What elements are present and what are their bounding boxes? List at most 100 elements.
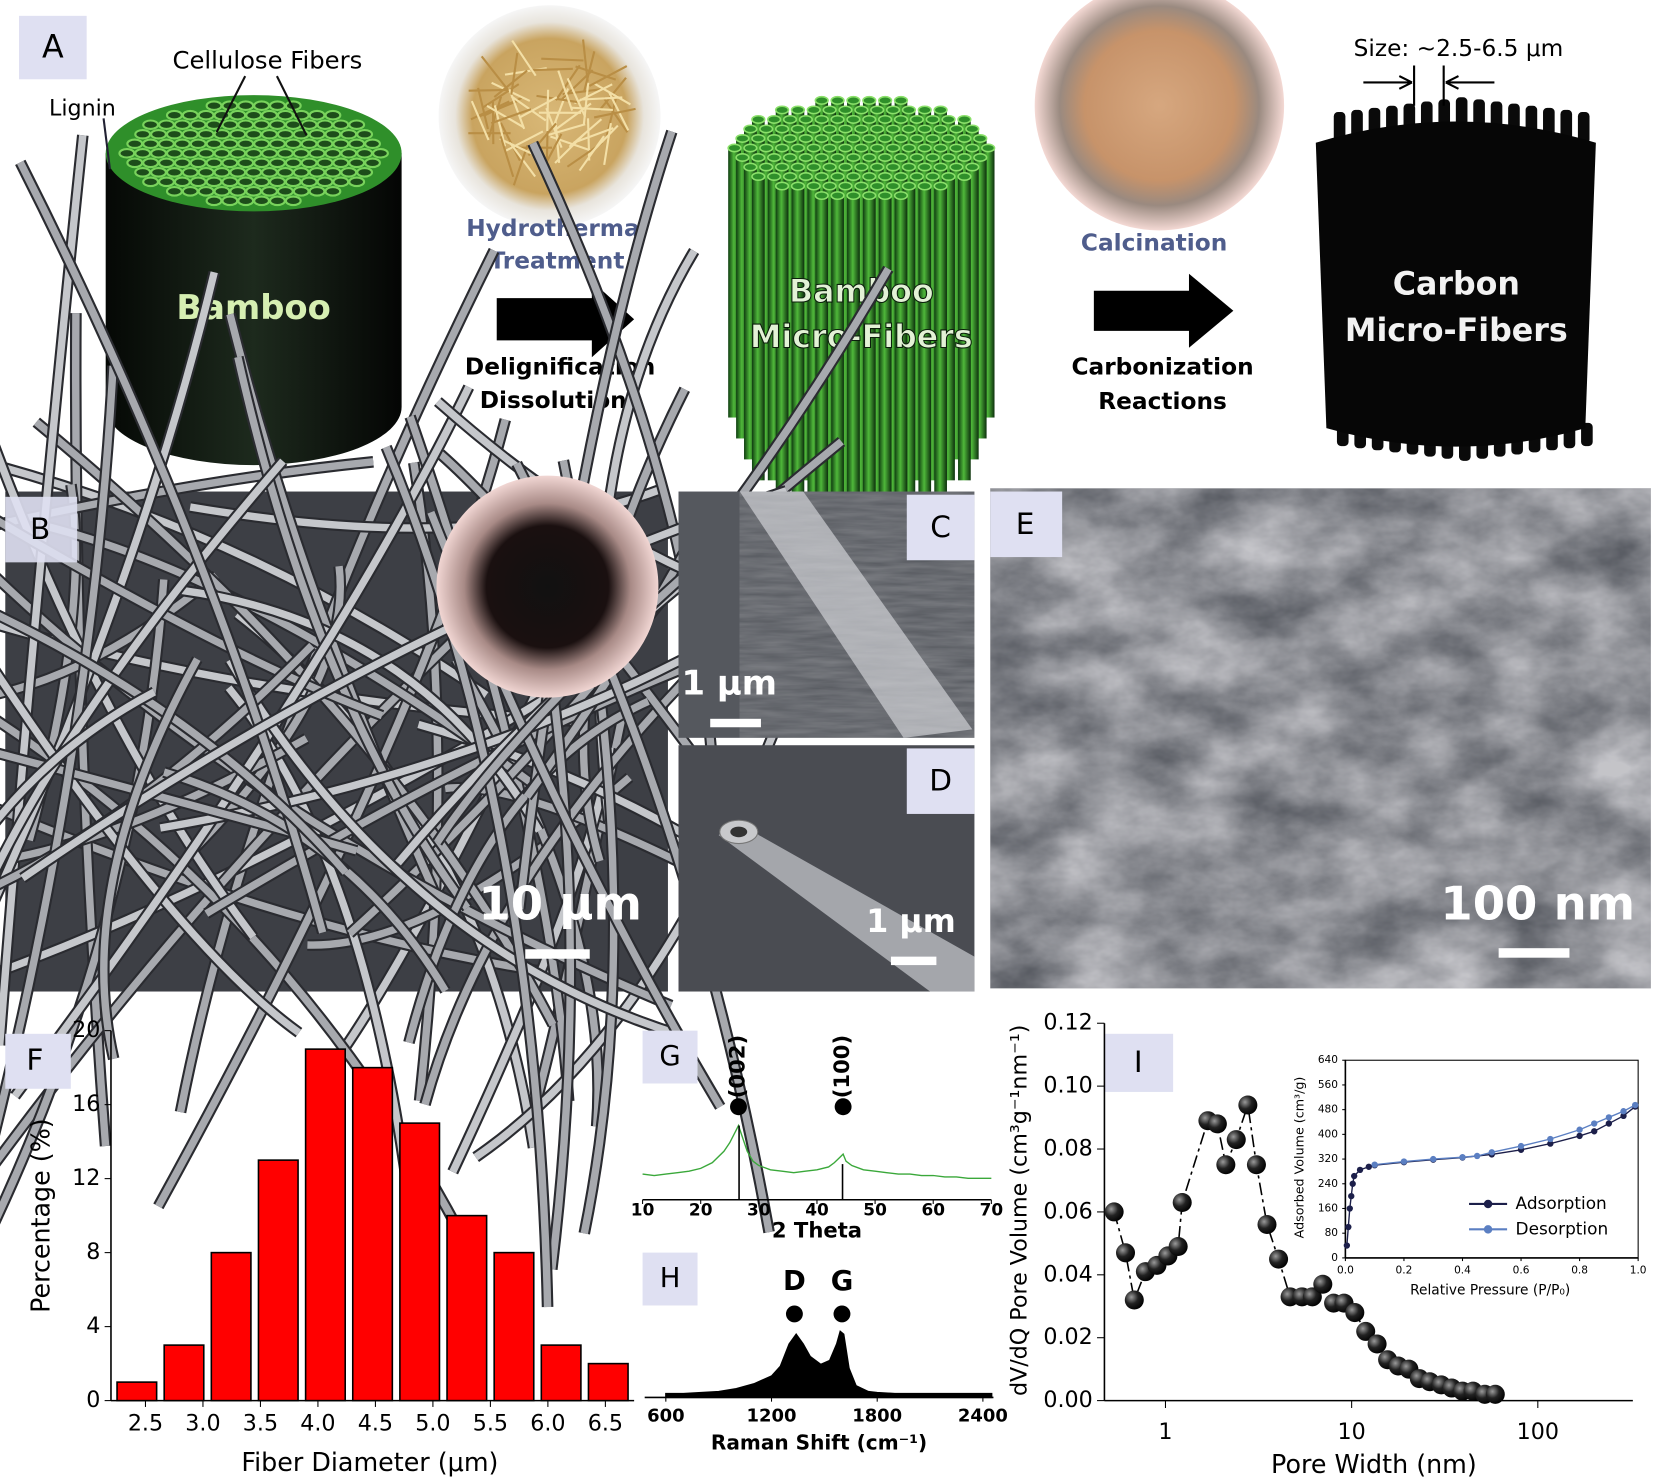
- fiber: [0, 271, 218, 897]
- fiber-ring: [181, 167, 199, 178]
- fiber-ring: [253, 119, 271, 131]
- rod-cap: [838, 124, 853, 134]
- fiber-ring: [142, 176, 160, 188]
- label: Dissolutions: [480, 387, 641, 414]
- marker: [1269, 1249, 1289, 1269]
- fiber-ring: [348, 176, 366, 188]
- y-tick-label: 16: [72, 1091, 100, 1117]
- bar: [493, 1251, 535, 1402]
- peak-dot: [785, 1305, 803, 1323]
- panel-label: A: [42, 30, 64, 66]
- fiber-ring: [292, 167, 310, 178]
- y-tick-label: 0.06: [1043, 1198, 1092, 1224]
- rod-cap: [798, 153, 813, 162]
- fiber-ring: [348, 119, 366, 131]
- fiber-ring: [165, 167, 183, 178]
- rod-cap: [941, 133, 956, 143]
- straw: [511, 39, 537, 77]
- y-tick-label: 0.04: [1043, 1261, 1092, 1287]
- rod-cap: [782, 172, 798, 182]
- marker: [1367, 1334, 1387, 1354]
- marker: [1207, 1114, 1227, 1134]
- marker: [1226, 1130, 1246, 1150]
- legend-marker: [1483, 1225, 1493, 1234]
- fiber-ring: [134, 147, 152, 159]
- rod-cap: [838, 181, 853, 191]
- x-tick-label: 4.5: [358, 1410, 393, 1436]
- fiber-ring: [173, 157, 191, 169]
- marker: [1605, 1120, 1613, 1127]
- straw: [557, 70, 574, 111]
- fiber-ring: [245, 109, 263, 121]
- fiber-ring: [205, 100, 223, 111]
- x-tick-label: 30: [747, 1199, 771, 1219]
- rod-cap: [901, 105, 917, 115]
- label: Carbonization: [1071, 353, 1253, 380]
- straw: [550, 135, 591, 152]
- x-tick-label: 5.0: [415, 1410, 450, 1436]
- fiber-ring: [324, 147, 342, 159]
- fiber-ring: [268, 138, 286, 150]
- marker: [1591, 1128, 1598, 1135]
- fiber-ring: [284, 157, 302, 169]
- straw: [530, 67, 573, 72]
- rod-cap: [846, 95, 861, 105]
- panel-label: C: [930, 510, 951, 544]
- scale-bar: [890, 956, 937, 966]
- y-tick-label: 0: [1331, 1252, 1338, 1264]
- rod-cap: [790, 162, 806, 172]
- y-tick-label: 320: [1318, 1153, 1338, 1165]
- rod-cap: [846, 133, 861, 143]
- panel-a: A Cellulose Fibers Lignin Bamboo Hydroth…: [19, 0, 1596, 523]
- y-tick-label: 160: [1318, 1202, 1338, 1214]
- rod: [1581, 422, 1593, 447]
- x-tick-label: 40: [805, 1199, 829, 1219]
- rod-cap: [846, 172, 861, 182]
- chart: 0.0 0.2 0.4 0.6 0.8 1.0 0 80 160 240 320 400 480 560 6…: [1291, 1054, 1646, 1298]
- fiber-ring: [229, 167, 247, 178]
- panel-label-box: [5, 1033, 71, 1089]
- panel-label: D: [929, 764, 952, 798]
- straw: [480, 55, 509, 91]
- rod-cap: [925, 172, 940, 182]
- fiber-ring: [173, 119, 191, 131]
- y-tick-label: 0.02: [1043, 1324, 1092, 1350]
- straw: [582, 39, 589, 82]
- marker: [1356, 1321, 1376, 1341]
- fiber: [0, 365, 117, 1128]
- rod-cap: [774, 124, 790, 134]
- rod-cap: [774, 181, 790, 191]
- fiber-ring: [332, 119, 350, 131]
- peak-label: D: [783, 1265, 806, 1297]
- fiber-ring: [118, 147, 136, 159]
- fiber-ring: [348, 138, 366, 150]
- fiber-ring: [197, 186, 215, 197]
- rod-cap: [862, 95, 877, 105]
- rod-cap: [782, 114, 798, 124]
- fiber-ring: [126, 138, 144, 150]
- panel-label: B: [30, 512, 50, 546]
- x-tick-label: 0.0: [1337, 1265, 1354, 1277]
- rod-cap: [933, 105, 948, 115]
- fiber-ring: [364, 138, 382, 150]
- fiber-ring: [340, 167, 358, 178]
- panel-label-box: [906, 494, 975, 561]
- fiber-ring: [308, 109, 326, 121]
- rod-cap: [941, 114, 956, 124]
- charts: 2.5 3.0 3.5 4.0 4.5 5.0 5.5 6.0 6.5 0 4 8 12 16 20 Fibe…: [25, 1010, 1647, 1479]
- straw: [519, 96, 558, 119]
- rod-cap: [767, 114, 782, 124]
- fiber-ring: [213, 147, 231, 159]
- fiber-ring: [300, 157, 318, 169]
- marker: [1547, 1135, 1554, 1143]
- fiber: [0, 458, 286, 870]
- panel-label-box: [990, 491, 1063, 558]
- fiber-ring: [245, 167, 263, 178]
- marker: [1115, 1243, 1136, 1263]
- rod-cap: [806, 162, 821, 172]
- straw: [512, 144, 529, 186]
- y-tick-label: 80: [1325, 1227, 1339, 1239]
- marker: [1351, 1172, 1358, 1180]
- straw: [499, 136, 515, 178]
